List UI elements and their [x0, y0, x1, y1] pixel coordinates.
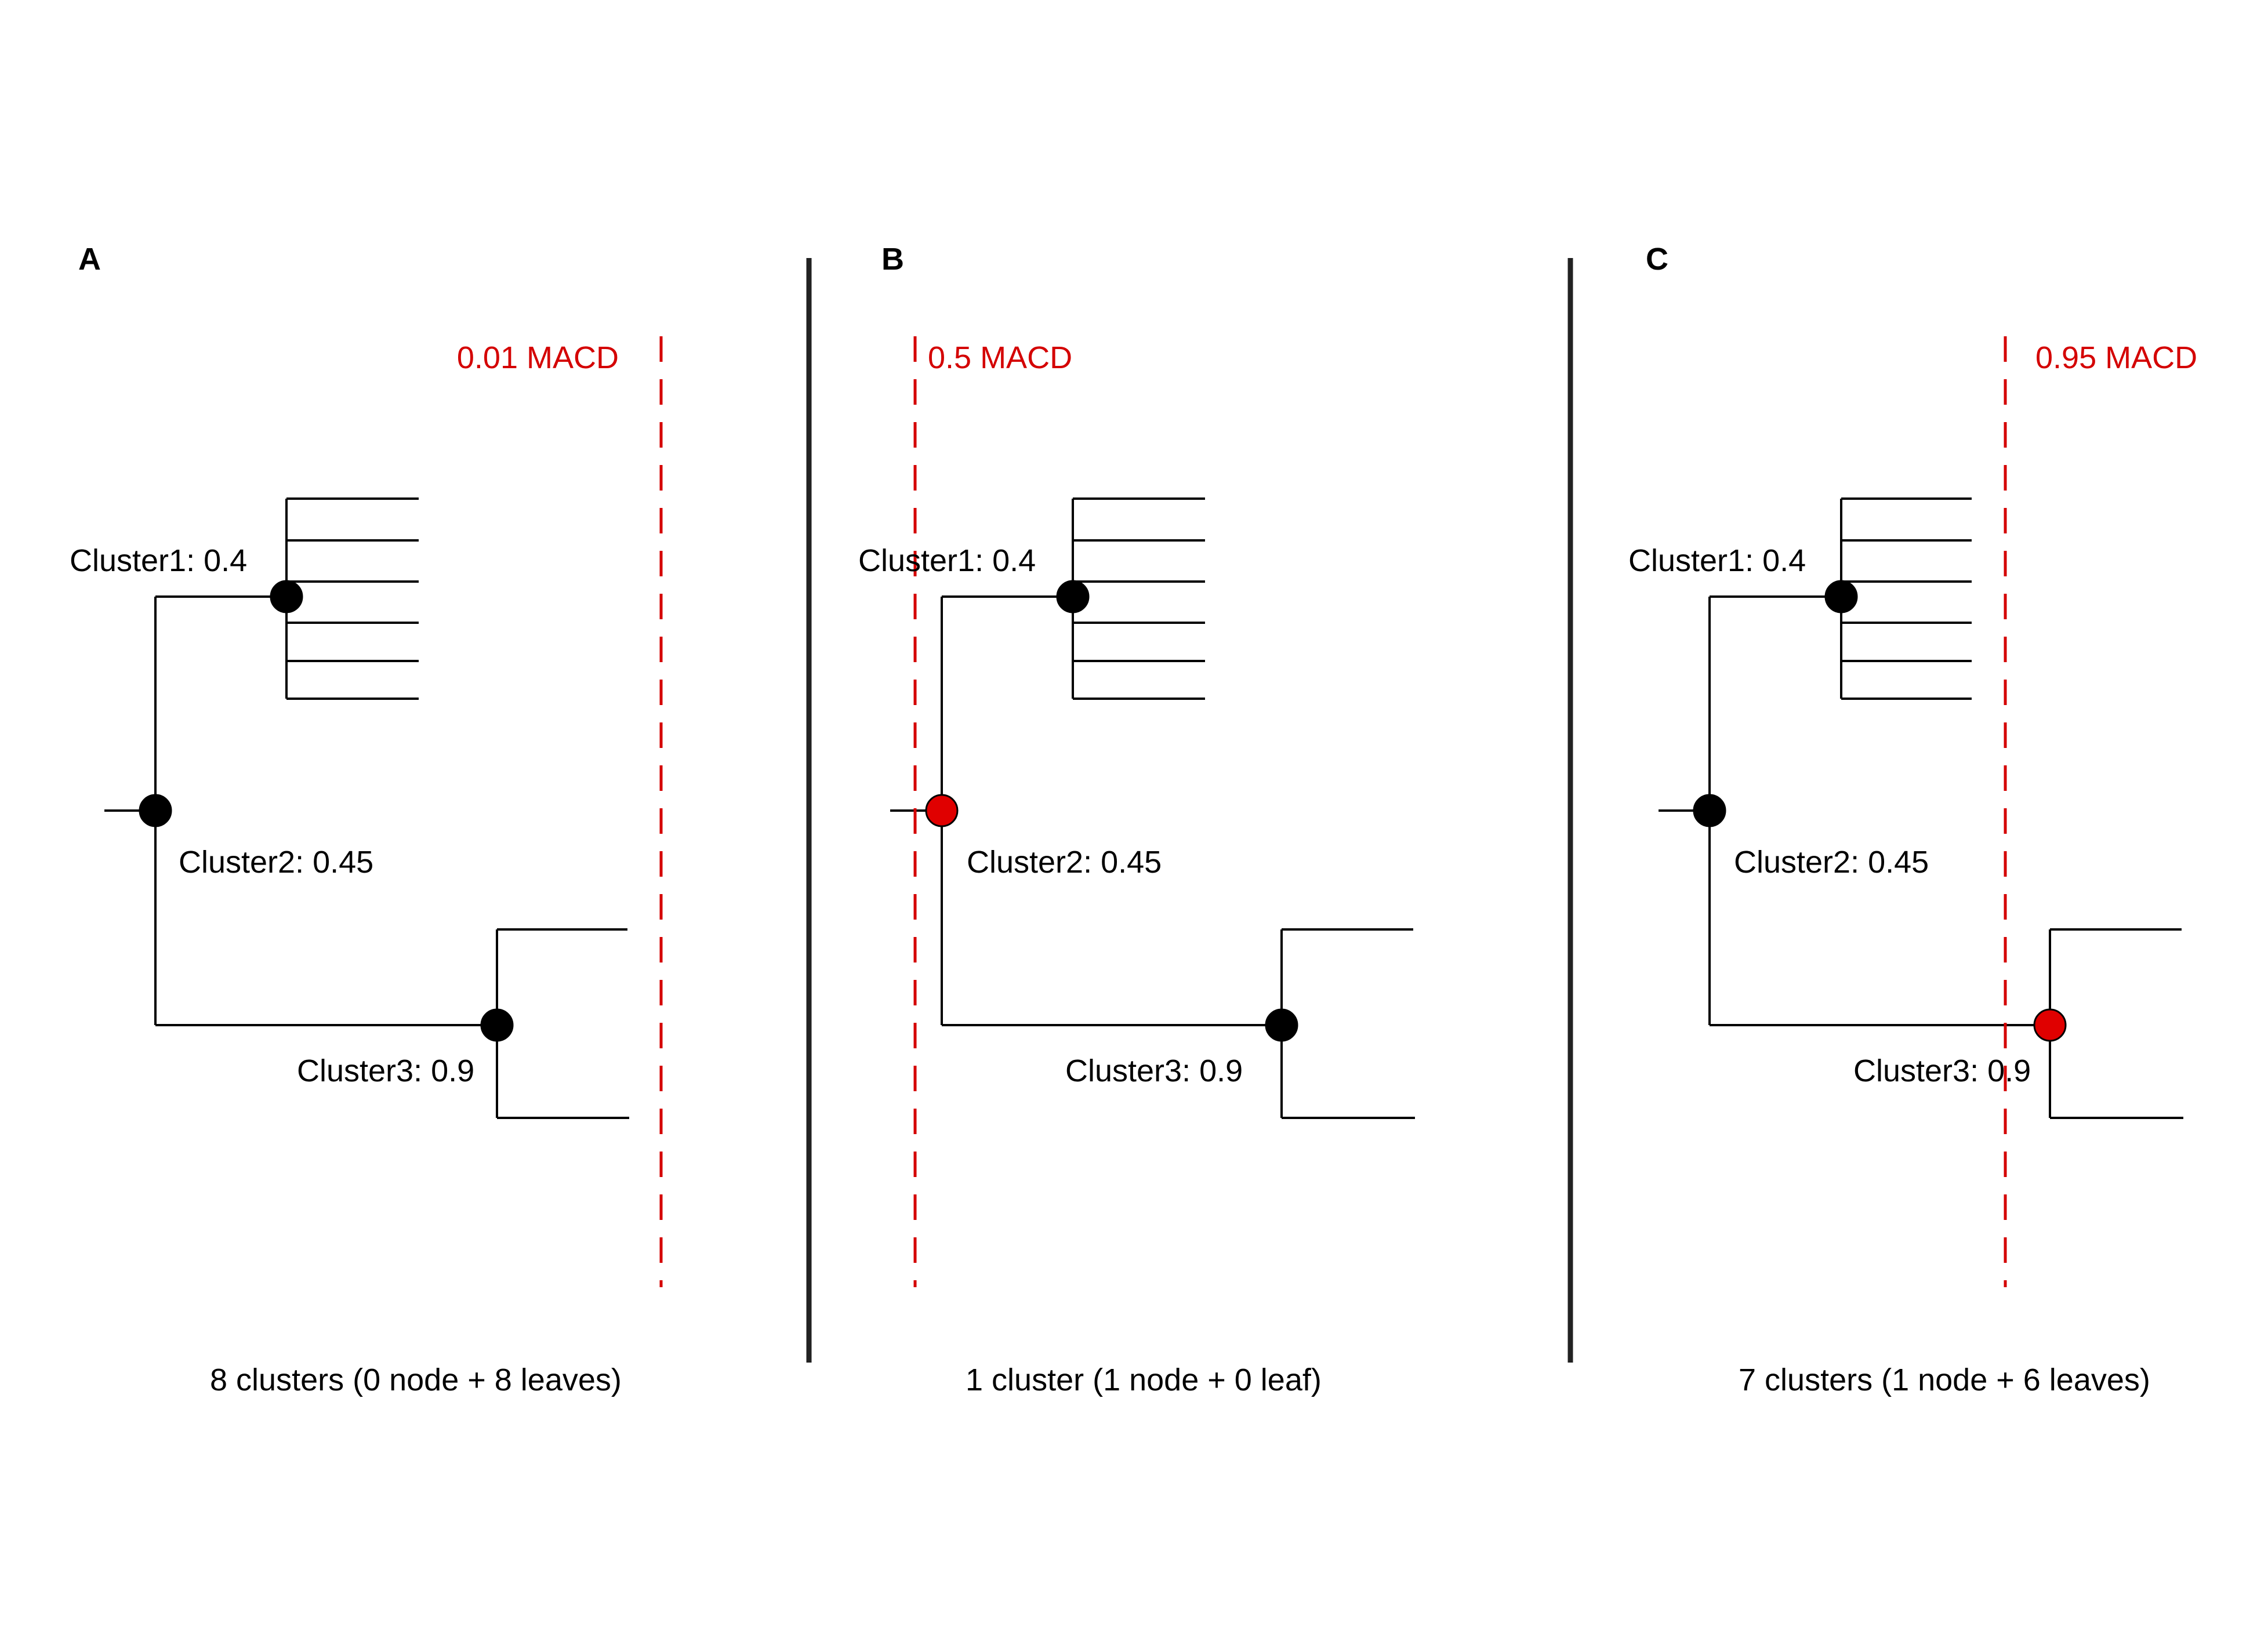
threshold-label: 0.01 MACD — [457, 340, 619, 375]
cluster2-label: Cluster2: 0.45 — [1734, 845, 1929, 880]
cluster-count-summary: 8 clusters (0 node + 8 leaves) — [210, 1363, 622, 1397]
panel-letter: C — [1646, 242, 1668, 277]
panel-b: B 0.5 MACD Cluster1: 0.4 Cluster2: 0.45 … — [858, 242, 1415, 1397]
cluster1-label: Cluster1: 0.4 — [1628, 543, 1806, 578]
cluster2-label: Cluster2: 0.45 — [967, 845, 1162, 880]
cluster-count-summary: 1 cluster (1 node + 0 leaf) — [966, 1363, 1322, 1397]
cluster1-label: Cluster1: 0.4 — [70, 543, 247, 578]
threshold-label: 0.5 MACD — [928, 340, 1072, 375]
cluster2-node — [925, 794, 959, 827]
cluster1-node — [1056, 580, 1090, 613]
dendrogram-tree — [104, 497, 629, 1119]
dendrogram-tree — [1659, 497, 2183, 1119]
cluster2-node — [139, 794, 172, 827]
cluster1-node — [1824, 580, 1858, 613]
cluster3-label: Cluster3: 0.9 — [1853, 1054, 2031, 1088]
cluster2-label: Cluster2: 0.45 — [179, 845, 373, 880]
cluster2-node — [1693, 794, 1726, 827]
cluster3-label: Cluster3: 0.9 — [297, 1054, 474, 1088]
cluster3-node — [1265, 1008, 1298, 1042]
cluster3-node — [2033, 1008, 2067, 1042]
dendrogram-tree — [890, 497, 1415, 1119]
panel-c: C 0.95 MACD Cluster1: 0.4 Cluster2: 0.45… — [1628, 242, 2197, 1397]
panel-a: A 0.01 MACD Cluster1: 0.4 Cluster2: 0.45… — [70, 242, 663, 1397]
cluster1-node — [270, 580, 303, 613]
cluster3-label: Cluster3: 0.9 — [1065, 1054, 1243, 1088]
threshold-label: 0.95 MACD — [2035, 340, 2197, 375]
panel-letter: B — [881, 242, 904, 277]
cluster3-node — [480, 1008, 514, 1042]
cluster-count-summary: 7 clusters (1 node + 6 leaves) — [1739, 1363, 2150, 1397]
cluster1-label: Cluster1: 0.4 — [858, 543, 1036, 578]
panel-letter: A — [78, 242, 101, 277]
